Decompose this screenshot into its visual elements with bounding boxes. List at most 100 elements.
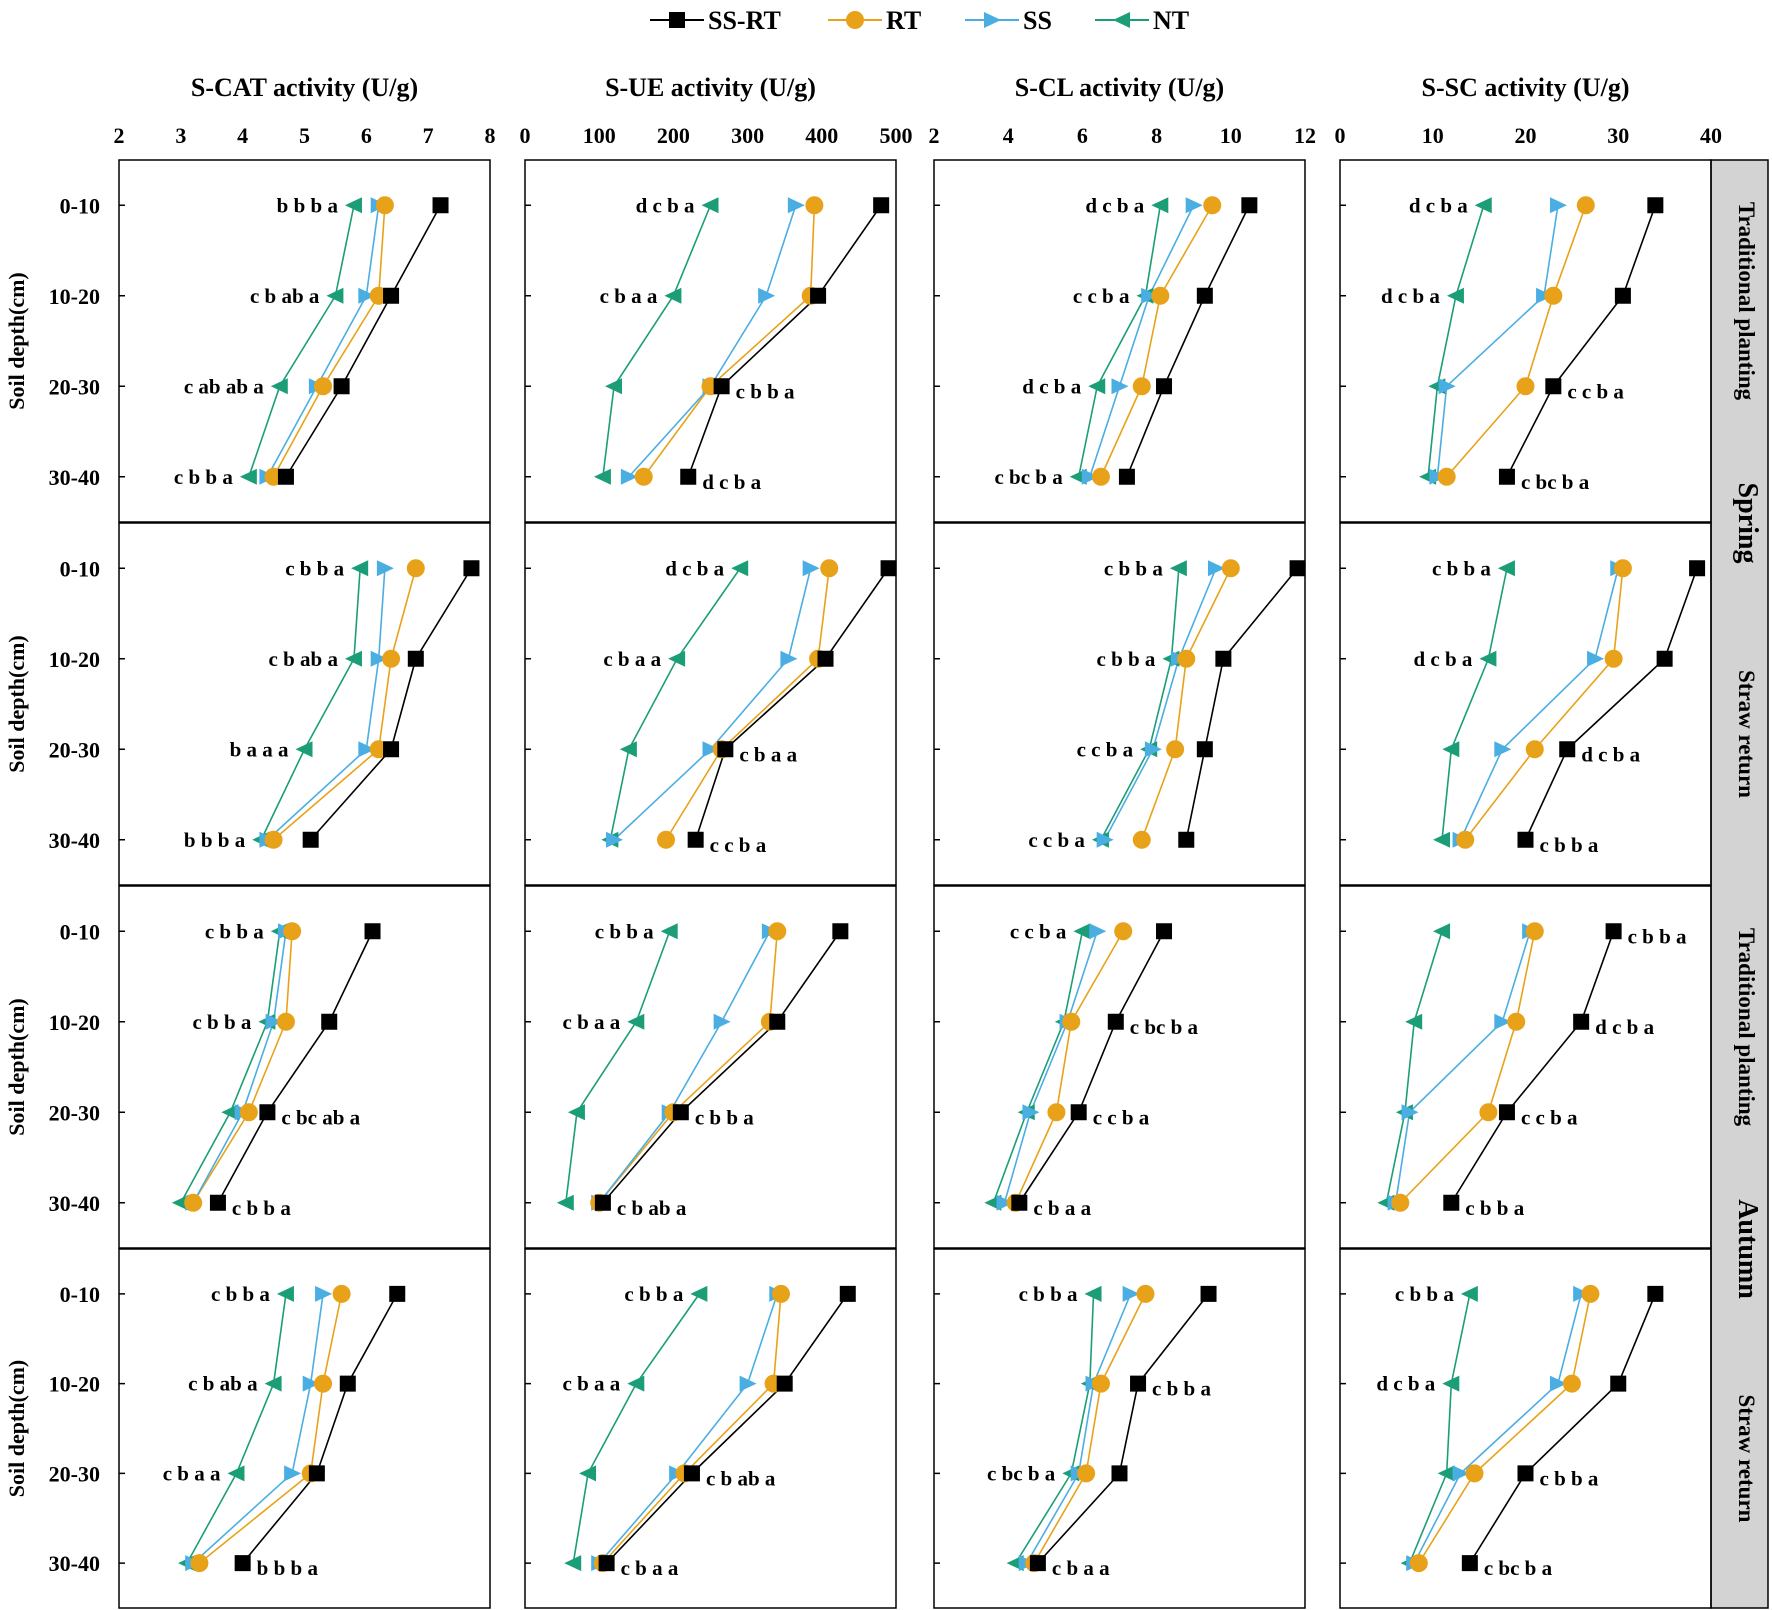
series-line-nt [248,205,355,478]
x-tick-label: 6 [361,123,372,148]
significance-letters: d c b a [1595,1015,1654,1039]
series-line-ss [266,568,386,841]
series-line-ss [1459,568,1620,841]
significance-letters: b b b a [277,193,339,217]
data-point-ss-rt [1498,468,1515,485]
data-point-ss-rt [680,468,697,485]
data-point-ss-rt [769,1013,786,1030]
significance-letters: c bc b a [987,1461,1056,1485]
data-point-rt [1613,559,1632,578]
significance-letters: c b b a [1465,1196,1524,1220]
season-label-autumn: Autumn [1732,1199,1763,1299]
series-line-ss-rt [687,204,882,478]
data-point-rt [332,1284,351,1303]
data-point-ss-rt [672,1104,689,1121]
data-point-ss-rt [1111,1465,1128,1482]
series-line-ss [1413,1293,1582,1564]
data-point-nt [239,468,257,485]
data-point-ss-rt [873,197,890,214]
data-point-nt [1088,378,1106,395]
data-point-ss [1096,831,1114,848]
series-line-ss-rt [217,930,374,1204]
significance-letters: c b b a [595,919,654,943]
data-point-ss [713,1013,731,1030]
series-line-ss-rt [1018,930,1165,1204]
data-point-ss-rt [259,1104,276,1121]
data-point-rt [1136,1284,1155,1303]
y-tick-label: 0-10 [60,1282,100,1307]
series-line-ss-rt [310,567,473,841]
significance-letters: c bc b a [1130,1015,1199,1039]
series-line-ss [1003,931,1099,1203]
significance-letters: b b b a [184,828,246,852]
data-point-ss-rt [598,1555,615,1572]
x-tick-label: 20 [1515,123,1537,148]
panel-frame [118,522,491,886]
series-line-ss-rt [1037,1293,1210,1564]
series-line-nt [1014,1293,1095,1564]
series-line-nt [1441,568,1508,840]
data-point-ss-rt [1130,1375,1147,1392]
data-point-rt [1132,830,1151,849]
series-line-rt [192,931,293,1204]
data-point-nt [264,1375,282,1392]
data-point-ss [1022,1104,1040,1121]
data-point-rt [1166,740,1185,759]
column-title: S-SC activity (U/g) [1422,73,1630,102]
series-line-nt [609,567,741,840]
data-point-ss-rt [1196,287,1213,304]
data-point-ss-rt [1178,831,1195,848]
y-tick-label: 20-30 [49,737,100,762]
data-point-nt [221,1104,239,1121]
data-point-rt [283,922,302,941]
strip-label: Straw return [1734,670,1759,798]
series-line-rt [1141,567,1232,841]
significance-letters: c ab ab a [184,374,264,398]
data-point-ss-rt [1029,1555,1046,1572]
series-line-rt [198,1293,343,1564]
data-point-rt [1562,1374,1581,1393]
significance-letters: c bc ab a [281,1105,360,1129]
data-point-ss-rt [389,1285,406,1302]
data-point-ss-rt [1200,1285,1217,1302]
strip-label: Traditional planting [1734,928,1759,1127]
data-point-nt [664,287,682,304]
series-line-nt [1100,568,1180,841]
significance-letters: c b a a [600,284,658,308]
data-point-ss [1549,197,1567,214]
x-tick-label: 2 [114,123,125,148]
y-tick-label: 10-20 [49,647,100,672]
data-point-rt [805,196,824,215]
data-point-ss-rt [1011,1194,1028,1211]
x-tick-label: 200 [657,123,690,148]
series-line-nt [186,1293,287,1564]
series-line-rt [602,1293,782,1564]
series-line-ss [598,1293,779,1564]
significance-letters: c b b a [211,1282,270,1306]
data-point-ss-rt [1605,923,1622,940]
data-point-ss-rt [1156,923,1173,940]
data-point-rt [1077,1464,1096,1483]
data-point-rt [406,559,425,578]
significance-letters: b a a a [230,737,289,761]
data-point-ss-rt [1517,1465,1534,1482]
data-point-nt [731,560,749,577]
data-point-nt [1433,923,1451,940]
data-point-ss-rt [339,1375,356,1392]
series-line-rt [1464,568,1624,841]
data-point-rt [1604,649,1623,668]
strip-label: Traditional planting [1734,202,1759,401]
significance-letters: c b a a [621,1556,679,1580]
data-point-ss-rt [1196,741,1213,758]
significance-letters: c b b a [1540,833,1599,857]
series-line-ss-rt [694,567,890,840]
data-point-nt [1446,287,1464,304]
data-point-nt [1151,197,1169,214]
significance-letters: c b b a [1097,647,1156,671]
x-tick-label: 0 [1335,123,1346,148]
data-point-ss-rt [1070,1104,1087,1121]
data-point-ss [1141,287,1159,304]
panel-frame [1339,1248,1712,1609]
data-point-nt [1084,1285,1102,1302]
